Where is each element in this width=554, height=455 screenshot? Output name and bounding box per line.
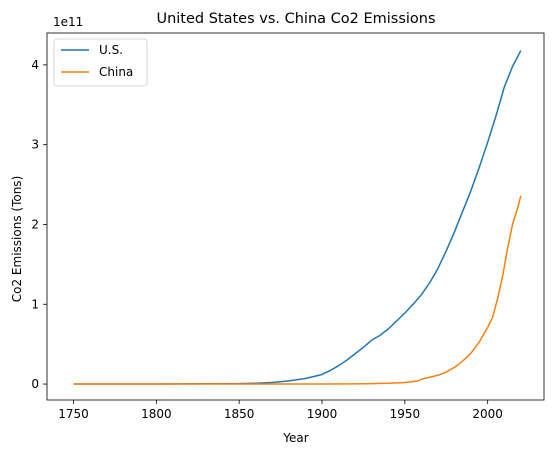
series-line-us xyxy=(73,50,522,385)
x-tick-label: 1950 xyxy=(390,407,421,421)
plot-frame xyxy=(46,32,545,401)
legend: U.S. China xyxy=(53,38,148,87)
legend-label-china: China xyxy=(99,65,133,79)
x-tick-label: 2000 xyxy=(472,407,503,421)
series-layer xyxy=(73,50,522,385)
x-tick-label: 1750 xyxy=(58,407,89,421)
y-tick-label: 3 xyxy=(31,138,39,152)
x-tick-label: 1850 xyxy=(224,407,255,421)
y-tick-label: 4 xyxy=(31,58,39,72)
y-tick-label: 2 xyxy=(31,217,39,231)
y-tick-label: 1 xyxy=(31,297,39,311)
y-tick-label: 0 xyxy=(31,377,39,391)
x-axis-label: Year xyxy=(282,431,308,445)
x-tick-label: 1800 xyxy=(141,407,172,421)
ticks-layer: 1750 1800 1850 1900 1950 2000 0 1 2 3 4 xyxy=(31,58,503,421)
chart-title: United States vs. China Co2 Emissions xyxy=(156,11,435,27)
legend-label-us: U.S. xyxy=(99,43,123,57)
y-offset-label: 1e11 xyxy=(53,15,83,29)
x-tick-label: 1900 xyxy=(307,407,338,421)
series-line-china xyxy=(73,195,522,385)
y-axis-label: Co2 Emissions (Tons) xyxy=(10,176,24,302)
